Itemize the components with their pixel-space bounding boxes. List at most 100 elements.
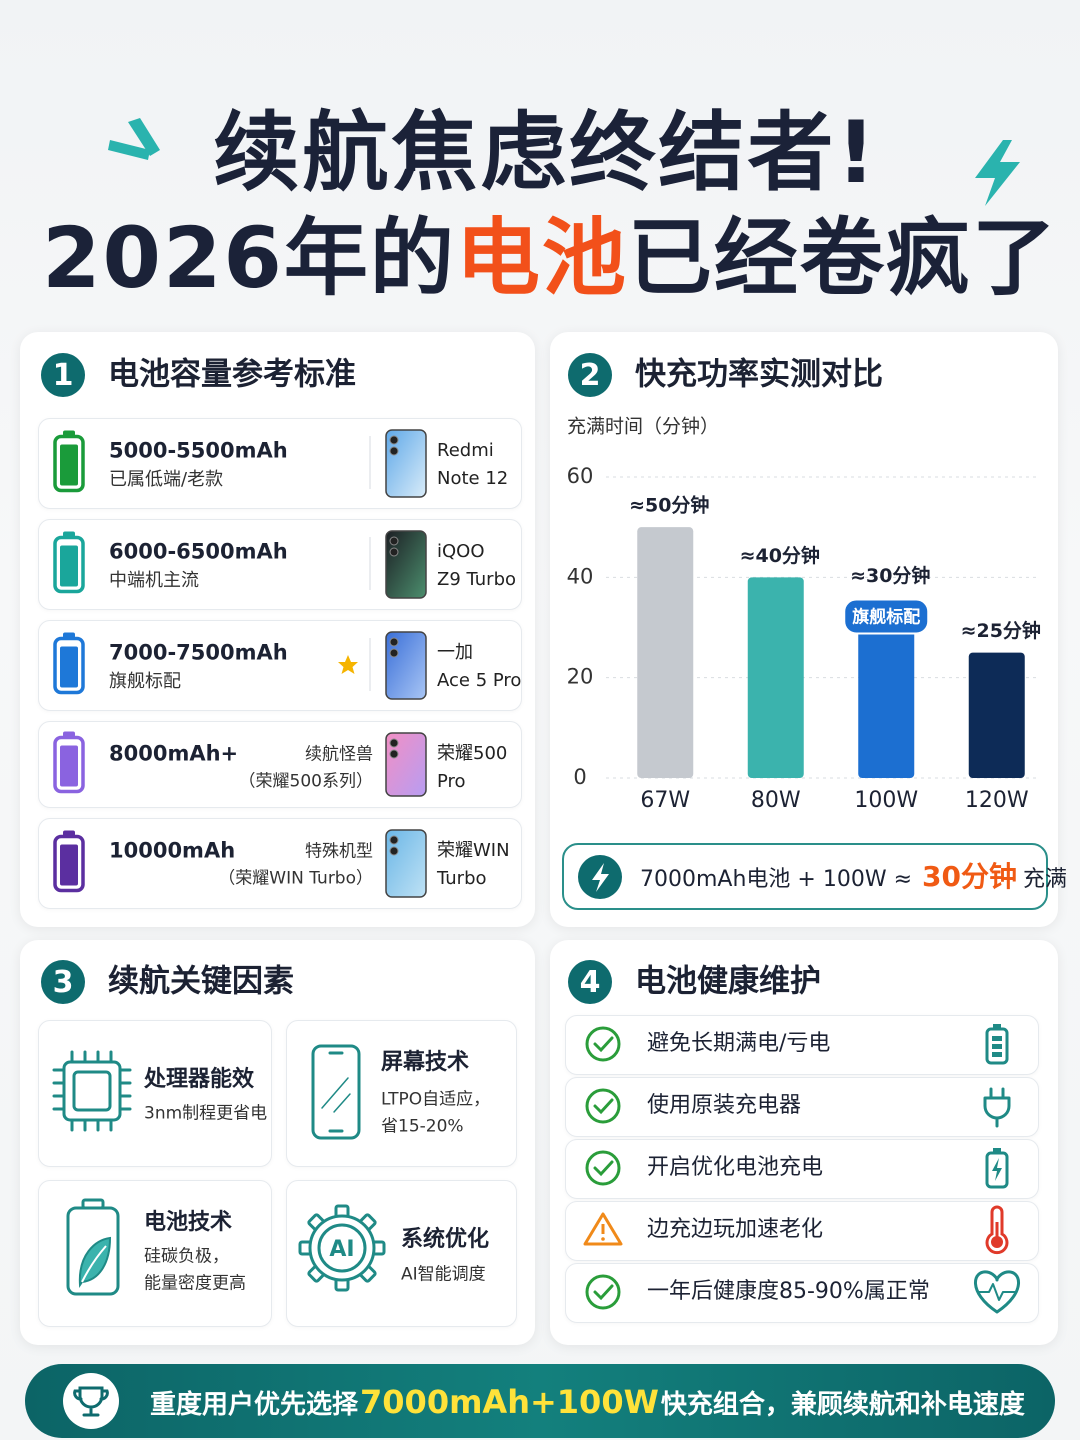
factor-desc: 硅碳负极，	[144, 1246, 229, 1267]
factor-title: 系统优化	[401, 1227, 490, 1252]
battery-icon	[992, 1052, 1002, 1057]
check-icon	[593, 1036, 614, 1053]
phone-camera	[389, 435, 399, 445]
y-tick-label: 20	[567, 665, 594, 689]
battery-icon	[993, 1148, 1001, 1153]
battery-icon	[60, 646, 78, 688]
battery-tech-icon	[81, 1198, 105, 1210]
check-icon	[585, 1150, 621, 1186]
battery-icon	[60, 545, 78, 587]
factor-tile	[38, 1020, 272, 1167]
phone-icon	[311, 1044, 361, 1140]
bar	[858, 627, 915, 778]
factor-desc: LTPO自适应，	[381, 1089, 491, 1110]
phone-name: Redmi	[437, 440, 494, 461]
y-tick-label: 0	[573, 765, 586, 789]
capacity-value: 8000mAh+	[109, 741, 239, 766]
footer-text: 重度用户优先选择	[150, 1390, 359, 1420]
health-item: 一年后健康度85-90%属正常	[647, 1279, 930, 1304]
factor-desc: AI智能调度	[401, 1264, 486, 1285]
summary-text: 充满	[1022, 867, 1067, 892]
bar	[968, 652, 1025, 778]
warning-icon	[601, 1237, 605, 1241]
decoration	[108, 140, 150, 160]
phone-camera	[389, 749, 399, 759]
gear-icon-text: AI	[329, 1237, 354, 1262]
factor-title: 屏幕技术	[381, 1050, 470, 1075]
capacity-note: 已属低端/老款	[109, 469, 224, 490]
health-row	[565, 1263, 1039, 1323]
capacity-value: 7000-7500mAh	[109, 640, 288, 665]
section-number: 4	[568, 960, 612, 1004]
y-tick-label: 40	[567, 564, 594, 588]
phone-camera	[389, 536, 399, 546]
phone-camera	[389, 547, 399, 557]
phone-camera	[389, 446, 399, 456]
badge	[843, 598, 930, 635]
phone-camera	[389, 835, 399, 845]
capacity-note: 旗舰标配	[109, 671, 181, 692]
phone-name: 荣耀WIN	[437, 840, 510, 861]
battery-icon	[60, 844, 78, 886]
x-tick-label: 67W	[640, 788, 690, 813]
phone-name: Ace 5 Pro	[437, 670, 522, 691]
battery-icon	[60, 745, 78, 787]
summary: 7000mAh电池 + 100W ≈ 30分钟 充满	[640, 863, 1067, 891]
chip-icon	[62, 1060, 122, 1122]
factor-title: 处理器能效	[144, 1067, 255, 1092]
capacity-row	[38, 620, 522, 711]
heart-icon	[978, 1283, 1016, 1301]
summary-box	[562, 843, 1048, 910]
battery-icon	[992, 1158, 1002, 1181]
footer-banner	[25, 1364, 1055, 1438]
plug-icon	[983, 1087, 1011, 1128]
health-row	[565, 1077, 1039, 1137]
badge-text: 旗舰标配	[852, 607, 920, 628]
phone-name: Note 12	[437, 468, 509, 489]
section-heading: 快充功率实测对比	[635, 356, 883, 393]
health-row	[565, 1201, 1039, 1261]
chip-icon	[72, 1070, 112, 1112]
capacity-tag: （荣耀WIN Turbo）	[218, 868, 373, 889]
capacity-row	[38, 818, 522, 909]
capacity-tag: （荣耀500系列）	[238, 771, 373, 792]
value-label: ≈25分钟	[961, 619, 1041, 642]
capacity-row	[38, 418, 522, 509]
section-heading: 电池健康维护	[635, 963, 821, 1000]
title-line-2-text: 已经卷疯了	[627, 209, 1058, 307]
star-icon	[338, 655, 358, 674]
battery-icon	[63, 531, 75, 538]
value-label: ≈30分钟	[850, 564, 930, 587]
phone-image	[385, 631, 427, 700]
phone-name: Turbo	[437, 868, 487, 889]
phone-camera	[389, 846, 399, 856]
trophy-icon	[73, 1386, 109, 1417]
phone-name: 一加	[437, 642, 473, 663]
section-number: 1	[41, 353, 85, 397]
battery-icon	[993, 1024, 1001, 1029]
bar	[637, 527, 694, 778]
battery-icon	[63, 430, 75, 437]
summary-text: 7000mAh电池 + 100W ≈	[640, 867, 913, 892]
check-icon	[585, 1026, 621, 1062]
battery-icon	[63, 731, 75, 738]
x-tick-label: 100W	[854, 788, 918, 813]
footer: 重度用户优先选择 7000mAh+100W 快充组合，兼顾续航和补电速度	[150, 1386, 1025, 1418]
value-label: ≈40分钟	[740, 544, 820, 567]
decoration	[128, 118, 160, 156]
warning-icon	[583, 1212, 623, 1246]
capacity-tag: 续航怪兽	[305, 744, 373, 765]
value-label: ≈50分钟	[629, 494, 709, 517]
battery-icon	[63, 632, 75, 639]
battery-tech-icon	[81, 1245, 107, 1283]
title-line-2: 2026年的 电池 已经卷疯了	[42, 216, 1058, 300]
phone-icon	[333, 1093, 351, 1113]
phone-camera	[389, 648, 399, 658]
heart-icon	[974, 1270, 1020, 1314]
phone-name: 荣耀500	[437, 743, 508, 764]
section-heading: 续航关键因素	[108, 963, 294, 1000]
capacity-row	[38, 721, 522, 808]
check-icon	[585, 1088, 621, 1124]
